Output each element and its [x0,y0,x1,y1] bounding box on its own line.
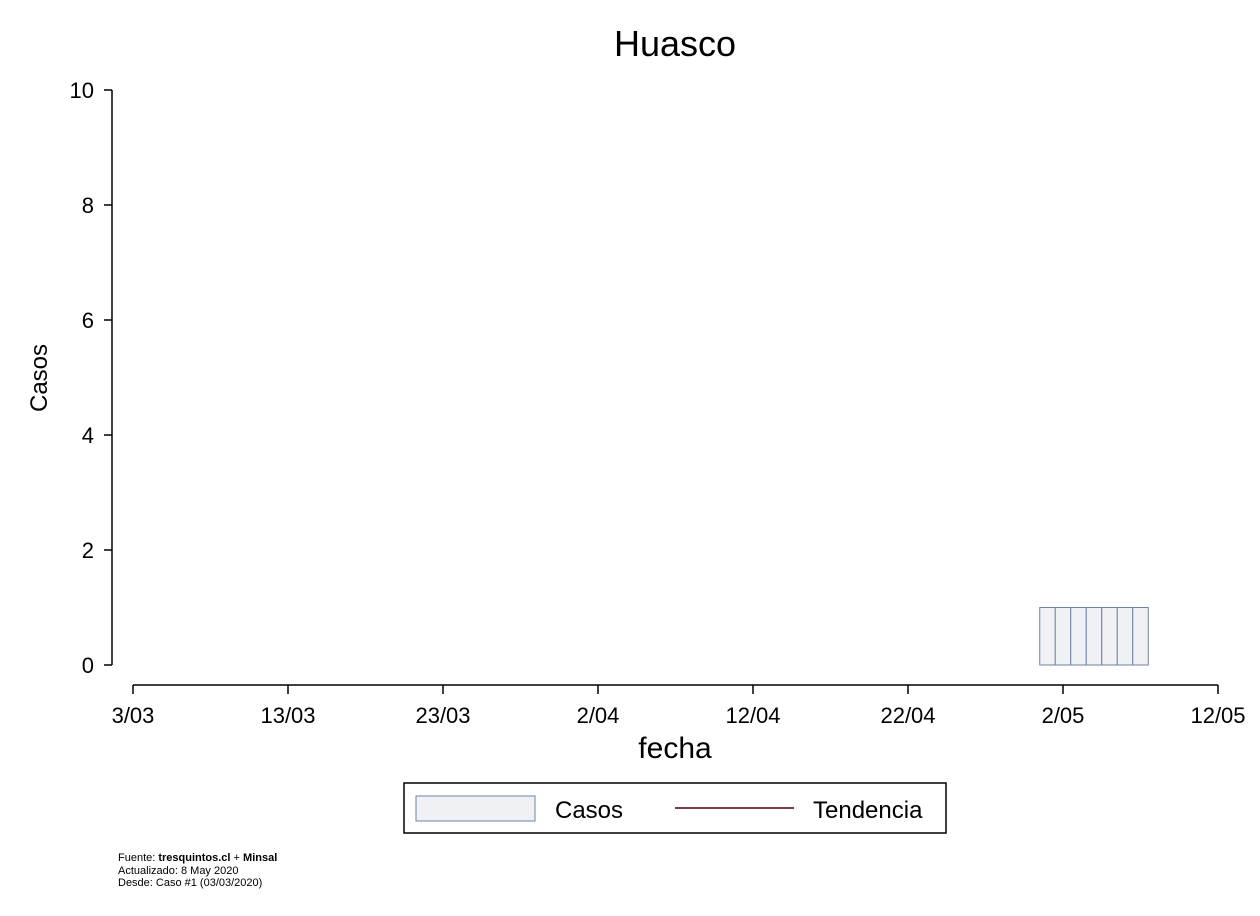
bar-casos [1054,607,1072,666]
x-axis-title: fecha [638,732,712,765]
x-tick-label: 12/05 [1190,703,1245,728]
footer-source-site: tresquintos.cl [158,852,231,864]
bar-casos [1116,607,1134,666]
legend: Casos Tendencia [403,782,947,834]
legend-label-casos: Casos [555,797,623,824]
x-tick-label: 3/03 [112,703,155,728]
legend-label-tendencia: Tendencia [813,797,923,824]
y-axis: 0 2 4 6 8 10 [70,78,113,678]
y-axis-title: Casos [26,344,53,412]
y-tick-label: 0 [82,653,94,678]
x-tick-label: 13/03 [260,703,315,728]
bars [1039,607,1149,666]
bar-casos [1039,607,1056,666]
y-tick-label: 4 [82,423,94,448]
footer-since: Desde: Caso #1 (03/03/2020) [118,877,263,889]
y-tick-label: 10 [70,78,94,103]
x-axis: 3/03 13/03 23/03 2/04 12/04 22/04 2/05 12/05 [112,684,1246,728]
footer-notes: Fuente: tresquintos.cl + Minsal Actualiz… [118,852,277,890]
bar-casos [1101,607,1118,666]
footer-updated: Actualizado: 8 May 2020 [118,864,239,877]
footer-source: Fuente: tresquintos.cl + Minsal [118,852,278,864]
footer-source-org: Minsal [243,852,278,864]
y-tick-label: 8 [82,193,94,218]
x-tick-label: 2/04 [577,703,620,728]
bar-casos [1085,607,1103,666]
bar-casos [1070,607,1087,666]
bar-casos [1132,607,1149,666]
chart-title: Huasco [614,23,736,64]
x-tick-label: 23/03 [415,703,470,728]
x-tick-label: 12/04 [725,703,780,728]
legend-swatch-casos [415,795,536,822]
y-tick-label: 6 [82,308,94,333]
x-tick-label: 22/04 [880,703,935,728]
x-tick-label: 2/05 [1042,703,1085,728]
y-tick-label: 2 [82,538,94,563]
